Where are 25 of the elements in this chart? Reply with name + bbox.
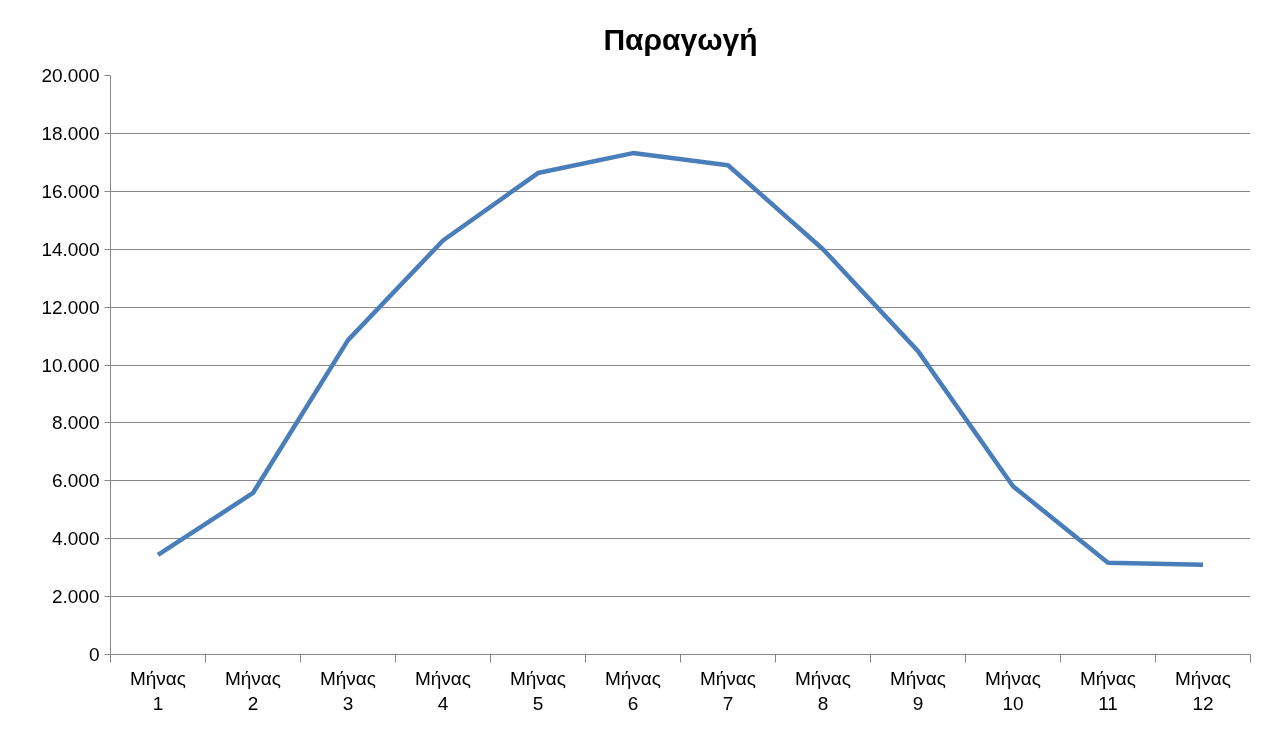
- x-tick-label: Μήνας 7: [699, 667, 757, 714]
- chart-title: Παραγωγή: [603, 22, 758, 56]
- x-tick-label: Μήνας 9: [889, 667, 947, 714]
- x-tick-label: Μήνας 3: [319, 667, 377, 714]
- y-tick-label: 6.000: [51, 470, 100, 492]
- x-tick-label: Μήνας 5: [509, 667, 567, 714]
- x-tick-label: Μήνας 4: [414, 667, 472, 714]
- y-tick-label: 20.000: [41, 65, 100, 86]
- y-tick-label: 2.000: [51, 586, 100, 608]
- y-tick-label: 14.000: [41, 238, 100, 260]
- x-tick-label: Μήνας 2: [224, 667, 282, 714]
- y-tick-label: 0: [88, 644, 100, 665]
- y-tick-label: 10.000: [41, 354, 100, 376]
- y-tick-label: 18.000: [41, 122, 100, 144]
- x-tick-label: Μήνας 1: [129, 667, 187, 714]
- x-tick-label: Μήνας 6: [604, 667, 662, 714]
- x-tick-label: Μήνας 8: [794, 667, 852, 714]
- line-series: [155, 150, 1206, 568]
- x-tick-label: Μήνας 12: [1174, 667, 1232, 714]
- y-tick-label: 16.000: [41, 180, 100, 202]
- y-tick-label: 8.000: [51, 412, 100, 434]
- x-tick-label: Μήνας 11: [1079, 667, 1137, 714]
- y-tick-label: 12.000: [41, 296, 100, 318]
- x-tick-label: Μήνας 10: [984, 667, 1042, 714]
- y-tick-label: 4.000: [51, 528, 100, 550]
